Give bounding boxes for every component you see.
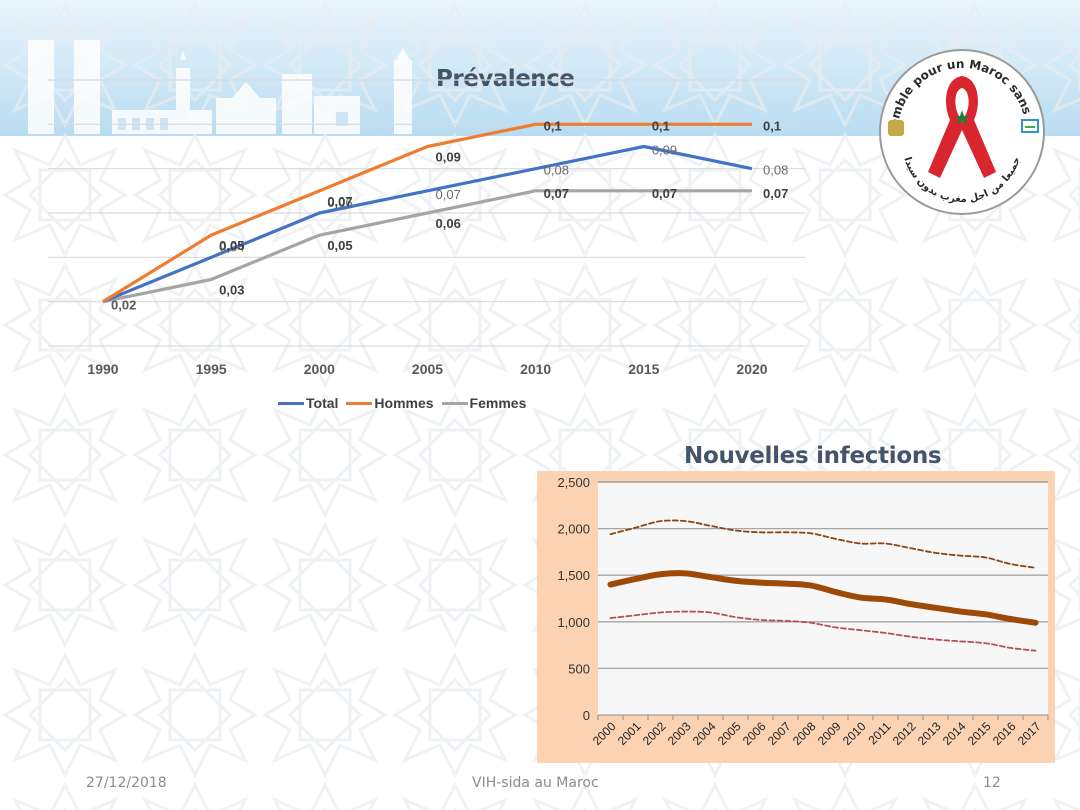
x-tick-label: 2006 (740, 719, 769, 748)
campaign-logo: Ensemble pour un Maroc sans SIDA جميعا م… (876, 46, 1045, 215)
series-line-hommes (102, 122, 752, 304)
data-label-hommes: 0,1 (544, 118, 562, 133)
x-tick-label: 2003 (665, 719, 694, 748)
legend-swatch-total (278, 401, 304, 405)
series-line-total (102, 144, 753, 304)
footer-title: VIH-sida au Maroc (472, 775, 599, 791)
data-label-femmes: 0,07 (652, 186, 677, 201)
x-tick-label: 2002 (640, 719, 669, 748)
x-tick-label: 2020 (736, 361, 767, 377)
series-line-lower-bound (609, 610, 1037, 652)
ministry-emblem-icon (1021, 119, 1039, 133)
data-label-hommes: 0,07 (327, 194, 352, 209)
data-label-total: 0,06 (327, 195, 352, 210)
plot-area (598, 482, 1048, 715)
legend-item-total: Total (278, 395, 338, 411)
data-label-femmes: 0,07 (544, 186, 569, 201)
x-tick-label: 2016 (990, 719, 1019, 748)
prevalence-chart-title: Prévalence (436, 66, 575, 92)
x-tick-label: 2014 (940, 719, 969, 748)
legend-label-total: Total (306, 395, 339, 411)
new-infections-chart: 0 500 1,000 1,500 2,000 2,500 2000200120022003… (557, 475, 1049, 748)
x-tick-label: 2015 (965, 719, 994, 748)
x-tick-label: 2010 (840, 719, 869, 748)
slide-number: 12 (983, 775, 1001, 791)
x-tick-label: 2008 (790, 719, 819, 748)
x-tick-label: 2015 (628, 361, 659, 377)
data-label-femmes: 0,05 (327, 238, 352, 253)
y-tick-label: 1,000 (557, 615, 590, 630)
y-tick-label: 2,000 (557, 522, 590, 537)
series-line-femmes (102, 189, 752, 304)
x-tick-label: 2009 (815, 719, 844, 748)
data-label-hommes: 0,1 (763, 118, 781, 133)
x-tick-label: 2001 (615, 719, 644, 748)
x-tick-label: 1990 (87, 361, 118, 377)
x-tick-label: 2005 (715, 719, 744, 748)
x-tick-label: 2017 (1015, 719, 1044, 748)
x-tick-label: 2000 (304, 361, 335, 377)
x-tick-label: 2010 (520, 361, 551, 377)
data-label-total: 0,04 (219, 239, 244, 254)
legend-item-hommes: Hommes (346, 395, 434, 411)
data-label-hommes: 0,09 (436, 150, 461, 165)
x-tick-label: 2004 (690, 719, 719, 748)
x-tick-label: 2011 (865, 719, 893, 747)
y-tick-label: 1,500 (557, 568, 590, 583)
data-label-hommes: 0,1 (652, 118, 670, 133)
y-tick-label: 500 (568, 661, 590, 676)
data-label-total: 0,02 (111, 298, 136, 313)
series-line-estimate (607, 570, 1039, 626)
data-label-femmes: 0,03 (219, 283, 244, 298)
legend-item-femmes: Femmes (441, 395, 527, 411)
data-label-total: 0,09 (652, 143, 677, 158)
data-label-femmes: 0,06 (436, 216, 461, 231)
footer-date: 27/12/2018 (86, 775, 167, 791)
prevalence-chart: 1990 1995 2000 2005 2010 2015 2020 0,02 0,04 0,06… (48, 79, 805, 377)
x-tick-label: 2000 (590, 719, 619, 748)
new-infections-chart-title: Nouvelles infections (684, 443, 942, 469)
data-label-total: 0,08 (763, 163, 788, 178)
series-line-upper-bound (609, 519, 1037, 569)
legend-swatch-hommes (346, 401, 373, 405)
x-tick-label: 2013 (915, 719, 944, 748)
x-tick-label: 2005 (412, 361, 443, 377)
x-tick-label: 2012 (890, 719, 919, 748)
x-tick-label: 1995 (196, 361, 227, 377)
x-tick-label: 2007 (765, 719, 794, 748)
legend-label-hommes: Hommes (374, 395, 434, 411)
legend-label-femmes: Femmes (469, 395, 527, 411)
data-label-total: 0,08 (544, 163, 569, 178)
data-label-hommes: 0,05 (219, 238, 244, 253)
y-tick-label: 0 (583, 708, 590, 723)
royal-emblem-icon (888, 120, 904, 136)
prevalence-legend: Total Hommes Femmes (278, 395, 526, 411)
legend-swatch-femmes (441, 401, 468, 405)
red-ribbon-icon (928, 76, 996, 178)
data-label-femmes: 0,07 (763, 186, 788, 201)
y-tick-label: 2,500 (557, 475, 590, 490)
data-label-total: 0,07 (436, 187, 461, 202)
